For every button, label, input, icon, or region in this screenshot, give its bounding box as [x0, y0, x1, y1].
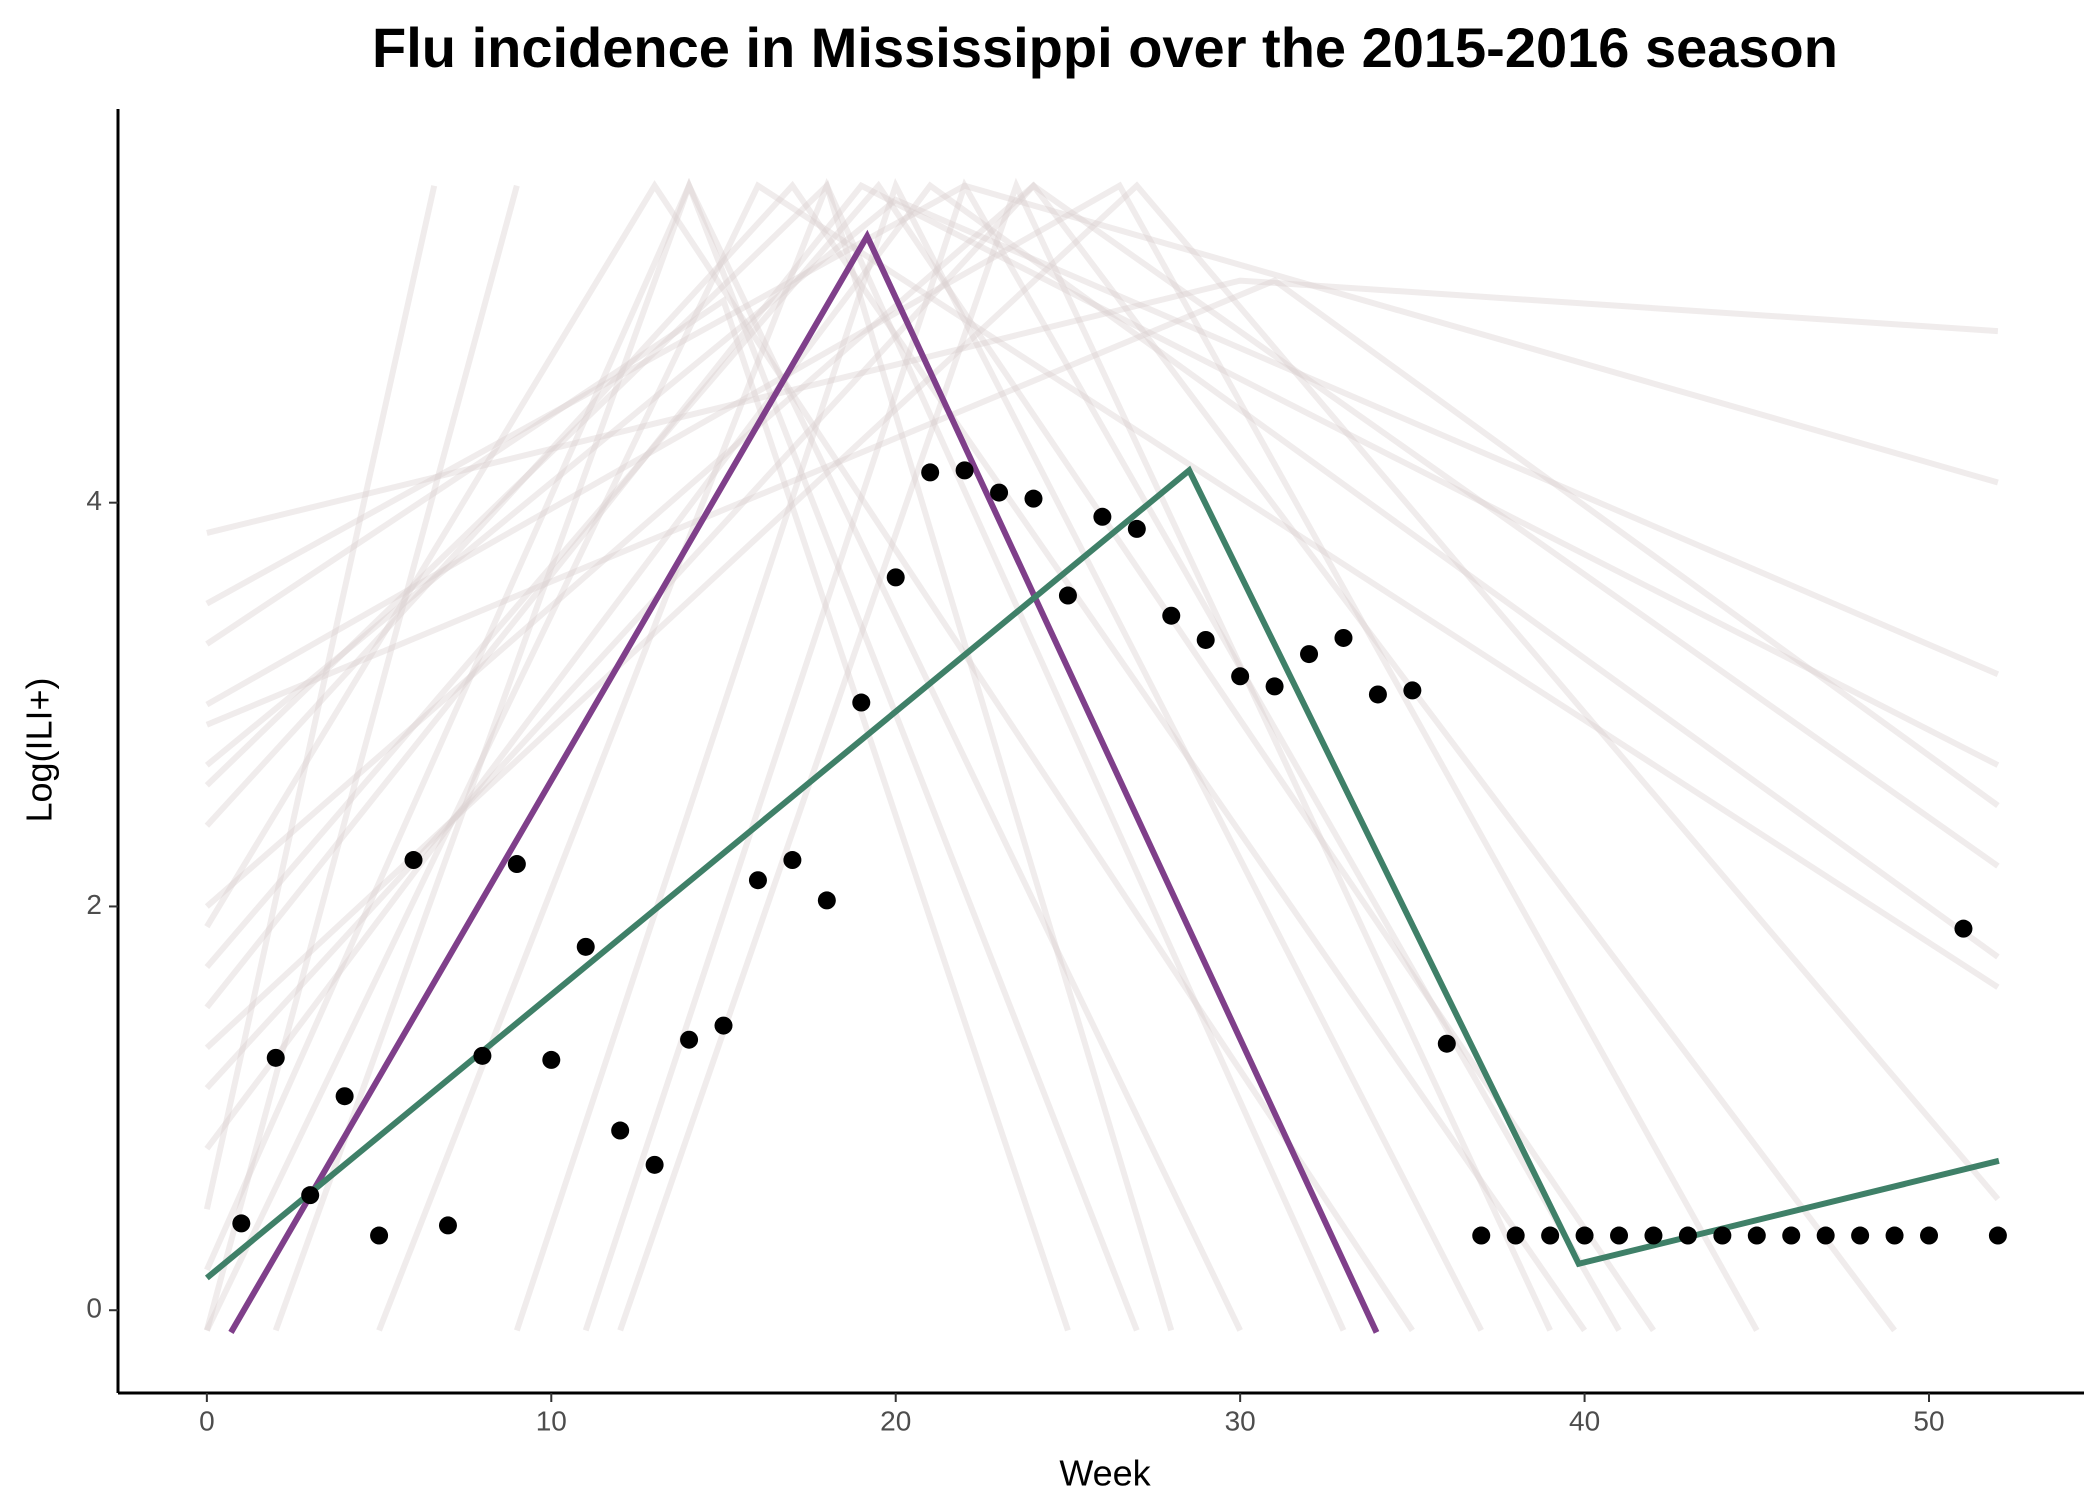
data-point [1368, 685, 1387, 704]
data-point [1713, 1226, 1732, 1245]
data-point [1816, 1226, 1835, 1245]
data-point [1093, 507, 1112, 526]
data-point [1403, 681, 1422, 700]
data-point [266, 1048, 285, 1067]
data-point [438, 1216, 457, 1235]
data-point [1575, 1226, 1594, 1245]
data-point [1265, 677, 1284, 696]
data-point [1541, 1226, 1560, 1245]
background-line [204, 180, 1588, 1333]
data-point [370, 1226, 389, 1245]
background-line [203, 185, 438, 1210]
data-point [1231, 667, 1250, 686]
model-line [204, 465, 2000, 1281]
data-point [1334, 628, 1353, 647]
data-point [1127, 519, 1146, 538]
data-point [1747, 1226, 1766, 1245]
model-line [228, 229, 1380, 1334]
data-point [852, 693, 871, 712]
background-line [204, 180, 1175, 1332]
background-line [204, 177, 1140, 1332]
background-line [514, 177, 1484, 1332]
data-point [1024, 489, 1043, 508]
background-line [205, 181, 1760, 1332]
background-line [204, 181, 2000, 1010]
x-tick-label: 50 [1913, 1405, 1944, 1436]
x-tick-label: 10 [536, 1405, 567, 1436]
data-point [542, 1050, 561, 1069]
data-point [404, 851, 423, 870]
data-point [783, 851, 802, 870]
background-line [205, 277, 2000, 808]
data-point [1300, 645, 1319, 664]
data-point [1954, 919, 1973, 938]
data-point [1437, 1034, 1456, 1053]
data-point [955, 461, 974, 480]
data-point [611, 1121, 630, 1140]
data-point [473, 1046, 492, 1065]
background-line [204, 181, 2000, 1091]
data-point [1885, 1226, 1904, 1245]
plot-area: 0 10 20 30 40 50 0 2 4 [86, 109, 2084, 1436]
x-tick-label: 20 [880, 1405, 911, 1436]
data-point [1988, 1226, 2007, 1245]
background-line [203, 184, 520, 1332]
chart-title: Flu incidence in Mississippi over the 20… [372, 16, 1838, 79]
data-point [1196, 630, 1215, 649]
data-point [645, 1155, 664, 1174]
background-line [204, 180, 1415, 1333]
data-point [990, 483, 1009, 502]
data-point [232, 1214, 251, 1233]
y-tick-label: 2 [86, 889, 102, 920]
data-point [1920, 1226, 1939, 1245]
data-point [1782, 1226, 1801, 1245]
background-line [205, 182, 1999, 607]
background-line [204, 181, 2000, 1151]
background-line [204, 181, 2001, 1202]
data-point [748, 871, 767, 890]
data-point [335, 1087, 354, 1106]
data-point [921, 463, 940, 482]
data-point [1678, 1226, 1697, 1245]
x-tick-label: 30 [1225, 1405, 1256, 1436]
y-tick-label: 4 [86, 485, 102, 516]
background-line [204, 196, 2000, 768]
background-line [204, 180, 1656, 1333]
data-point [1506, 1226, 1525, 1245]
data-point [886, 568, 905, 587]
data-point [714, 1016, 733, 1035]
data-point [301, 1186, 320, 1205]
data-point [1610, 1226, 1629, 1245]
x-tick-label: 40 [1569, 1405, 1600, 1436]
data-point [680, 1030, 699, 1049]
background-line [206, 277, 1999, 536]
x-axis-title: Week [1059, 1453, 1151, 1494]
data-point [1162, 606, 1181, 625]
background-line [205, 296, 1071, 1332]
data-point [1644, 1226, 1663, 1245]
x-tick-label: 0 [199, 1405, 215, 1436]
y-tick-label: 0 [86, 1293, 102, 1324]
data-point [576, 937, 595, 956]
data-point [1851, 1226, 1870, 1245]
background-line [582, 178, 1622, 1332]
data-point [507, 855, 526, 874]
background-line [272, 177, 1243, 1332]
data-point [817, 891, 836, 910]
y-axis-title: Log(ILI+) [19, 677, 60, 822]
background-line [204, 181, 2000, 1332]
data-point [1472, 1226, 1491, 1245]
data-point [1058, 586, 1077, 605]
background-line [376, 177, 1347, 1332]
background-line [617, 177, 1553, 1332]
background-line [204, 181, 1897, 1333]
